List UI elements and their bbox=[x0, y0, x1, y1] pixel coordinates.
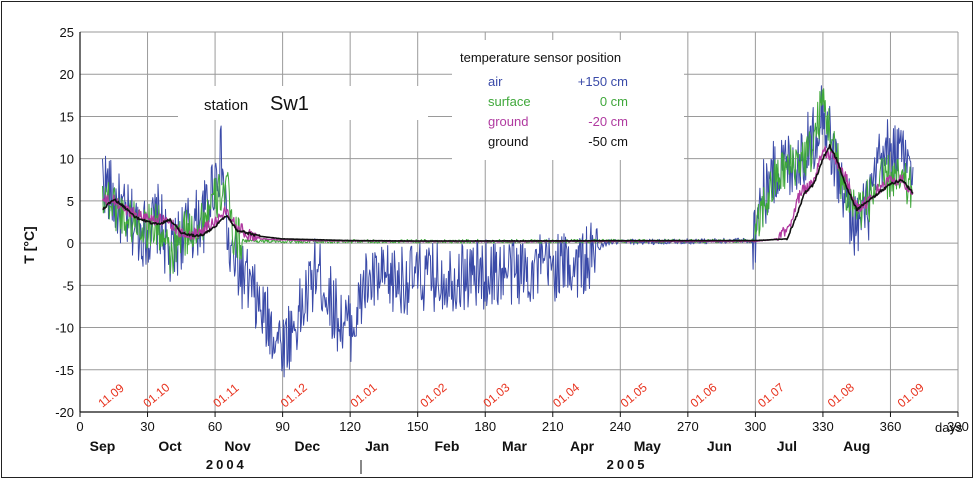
y-tick-label: 5 bbox=[67, 194, 74, 209]
axes: -20 -15 -10 -5 0 5 10 15 20 25 0 30 60 90 120 150 180 210… bbox=[55, 25, 969, 472]
station-label-box: station Sw1 bbox=[178, 86, 428, 120]
x-tick-label: 120 bbox=[339, 419, 361, 434]
x-tick-label: 330 bbox=[812, 419, 834, 434]
y-tick-label: 15 bbox=[60, 109, 74, 124]
date-marker: 01.08 bbox=[825, 380, 857, 410]
month-label: Jul bbox=[777, 438, 797, 454]
series-line-1 bbox=[102, 88, 914, 275]
series-lines bbox=[101, 85, 914, 378]
month-label: Oct bbox=[158, 438, 182, 454]
x-tick-label: 390 bbox=[947, 419, 969, 434]
x-tick-label: 0 bbox=[76, 419, 83, 434]
date-marker: 01.07 bbox=[755, 380, 787, 410]
month-label: Mar bbox=[502, 438, 527, 454]
month-label: May bbox=[634, 438, 661, 454]
y-tick-label: 10 bbox=[60, 152, 74, 167]
year-label: 2005 bbox=[607, 457, 648, 472]
date-marker: 01.02 bbox=[417, 380, 449, 410]
y-tick-label: -15 bbox=[55, 363, 74, 378]
date-marker: 01.09 bbox=[895, 380, 927, 410]
date-marker: 01.05 bbox=[618, 380, 650, 410]
x-axis-unit: days bbox=[935, 420, 963, 435]
y-tick-label: 0 bbox=[67, 236, 74, 251]
legend-ground50-name: ground bbox=[488, 134, 528, 149]
y-tick-label: 20 bbox=[60, 67, 74, 82]
month-label: Jun bbox=[707, 438, 732, 454]
legend: temperature sensor position air +150 cm … bbox=[452, 40, 684, 160]
month-label: Dec bbox=[295, 438, 321, 454]
x-tick-label: 180 bbox=[474, 419, 496, 434]
date-marker: 01.06 bbox=[688, 380, 720, 410]
month-label: Nov bbox=[224, 438, 251, 454]
month-label: Aug bbox=[843, 438, 870, 454]
x-tick-label: 360 bbox=[880, 419, 902, 434]
x-tick-label: 150 bbox=[407, 419, 429, 434]
date-marker: 01.10 bbox=[140, 380, 172, 410]
month-label: Feb bbox=[435, 438, 460, 454]
x-tick-label: 300 bbox=[745, 419, 767, 434]
legend-ground50-position: -50 cm bbox=[588, 134, 628, 149]
x-tick-label: 270 bbox=[677, 419, 699, 434]
y-axis-label: T [°C] bbox=[21, 226, 37, 263]
station-name: Sw1 bbox=[270, 93, 309, 115]
x-tick-label: 30 bbox=[140, 419, 154, 434]
legend-air-name: air bbox=[488, 74, 503, 89]
legend-surface-position: 0 cm bbox=[600, 94, 628, 109]
legend-air-position: +150 cm bbox=[578, 74, 628, 89]
station-label: station bbox=[204, 97, 248, 114]
legend-ground20-position: -20 cm bbox=[588, 114, 628, 129]
month-label: Jan bbox=[365, 438, 389, 454]
y-tick-label: -20 bbox=[55, 405, 74, 420]
y-tick-label: -10 bbox=[55, 321, 74, 336]
x-tick-label: 60 bbox=[208, 419, 222, 434]
legend-surface-name: surface bbox=[488, 94, 531, 109]
date-marker: 01.01 bbox=[348, 380, 380, 410]
x-tick-label: 210 bbox=[542, 419, 564, 434]
month-label: Apr bbox=[570, 438, 595, 454]
x-tick-label: 90 bbox=[275, 419, 289, 434]
x-tick-label: 240 bbox=[609, 419, 631, 434]
month-label: Sep bbox=[90, 438, 116, 454]
y-tick-label: 25 bbox=[60, 25, 74, 40]
legend-title: temperature sensor position bbox=[460, 50, 621, 65]
date-markers: 11.09 01.10 01.11 01.12 01.01 01.02 01.03 01.04… bbox=[95, 380, 926, 410]
date-marker: 01.04 bbox=[550, 380, 582, 410]
series-line-3 bbox=[102, 144, 914, 242]
date-marker: 11.09 bbox=[95, 381, 127, 411]
y-tick-label: -5 bbox=[62, 278, 74, 293]
year-label: 2004 bbox=[206, 457, 247, 472]
legend-ground20-name: ground bbox=[488, 114, 528, 129]
